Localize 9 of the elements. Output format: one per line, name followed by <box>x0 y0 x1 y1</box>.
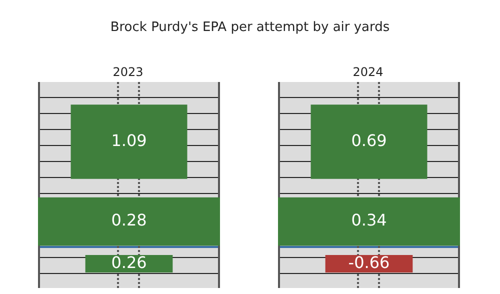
text: 2024 <box>352 65 384 79</box>
text: Brock Purdy's EPA per attempt by air yards <box>109 20 391 35</box>
data-label: 0.28 <box>111 210 147 230</box>
data-label: -0.66 <box>348 252 390 272</box>
text: 2023 <box>112 65 144 79</box>
data-label: 0.34 <box>351 210 387 230</box>
data-label: 0.26 <box>111 252 147 272</box>
data-label: 1.09 <box>111 130 147 150</box>
data-label: 0.69 <box>351 130 387 150</box>
